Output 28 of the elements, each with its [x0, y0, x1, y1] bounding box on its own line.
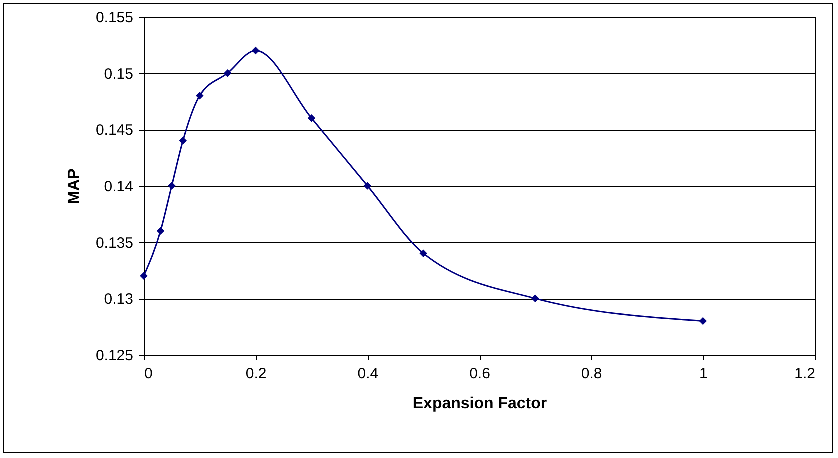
point	[699, 317, 708, 326]
x-tick-label: 1.2	[794, 366, 816, 382]
point	[224, 69, 232, 78]
point	[308, 114, 316, 122]
x-tick-label: 0.2	[246, 366, 267, 382]
point	[532, 294, 540, 303]
y-tick-label: 0.135	[96, 234, 134, 252]
point	[196, 92, 204, 100]
point	[364, 182, 372, 190]
y-axis-title: MAP	[66, 168, 83, 204]
point	[168, 182, 176, 190]
x-tick-label: 0	[144, 366, 153, 382]
x-tick-label: 0.8	[581, 366, 602, 382]
y-tick-label: 0.15	[104, 66, 134, 83]
point	[420, 250, 428, 258]
y-tick-label: 0.14	[104, 178, 134, 196]
point	[252, 46, 260, 55]
y-tick-label: 0.13	[104, 291, 134, 308]
y-tick-label: 0.145	[96, 122, 134, 140]
point	[179, 137, 188, 145]
y-tick-label: 0.125	[96, 348, 134, 364]
x-tick-label: 1	[699, 366, 708, 382]
point	[140, 272, 148, 280]
point	[156, 227, 165, 235]
x-tick-label: 0.6	[470, 366, 490, 382]
y-tick-label: 0.155	[96, 10, 134, 26]
x-tick-label: 0.4	[358, 366, 379, 382]
x-axis-title: Expansion Factor	[412, 396, 548, 412]
